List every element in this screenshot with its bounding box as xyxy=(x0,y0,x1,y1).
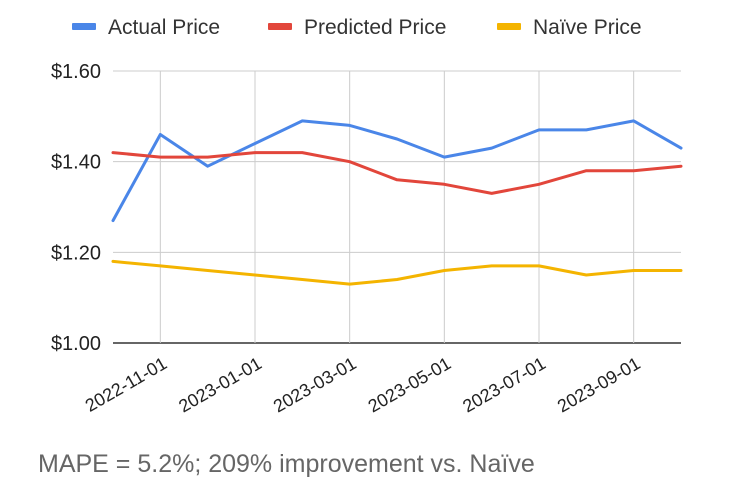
y-tick-label: $1.00 xyxy=(51,333,101,355)
x-tick-label: 2023-03-01 xyxy=(270,353,360,416)
grid xyxy=(113,70,681,344)
x-tick-label: 2023-09-01 xyxy=(554,353,644,416)
legend-label: Actual Price xyxy=(108,16,220,39)
x-tick-label: 2023-05-01 xyxy=(365,353,455,416)
y-tick-label: $1.20 xyxy=(51,242,101,264)
y-tick-label: $1.40 xyxy=(51,152,101,174)
legend: Actual Price Predicted Price Naïve Price xyxy=(72,16,642,39)
legend-swatch xyxy=(497,23,521,30)
x-tick-label: 2023-07-01 xyxy=(459,353,549,416)
legend-swatch xyxy=(268,23,292,30)
series-line-1 xyxy=(111,151,683,195)
legend-label: Naïve Price xyxy=(533,16,642,39)
legend-label: Predicted Price xyxy=(304,16,446,39)
x-tick-label: 2022-11-01 xyxy=(82,353,171,416)
x-axis-ticks: 2022-11-01 2023-01-01 2023-03-01 2023-05-01… xyxy=(82,353,644,416)
x-tick-label: 2023-01-01 xyxy=(175,353,265,416)
legend-swatch xyxy=(72,23,96,30)
series-line-0 xyxy=(111,119,683,223)
line-chart: Actual Price Predicted Price Naïve Price $… xyxy=(51,16,683,417)
y-axis-ticks: $1.00 $1.20 $1.40 $1.60 xyxy=(51,61,101,355)
series-line-2 xyxy=(111,259,683,286)
y-tick-label: $1.60 xyxy=(51,61,101,83)
mape-caption: MAPE = 5.2%; 209% improvement vs. Naïve xyxy=(38,450,535,478)
series-lines xyxy=(111,119,683,286)
